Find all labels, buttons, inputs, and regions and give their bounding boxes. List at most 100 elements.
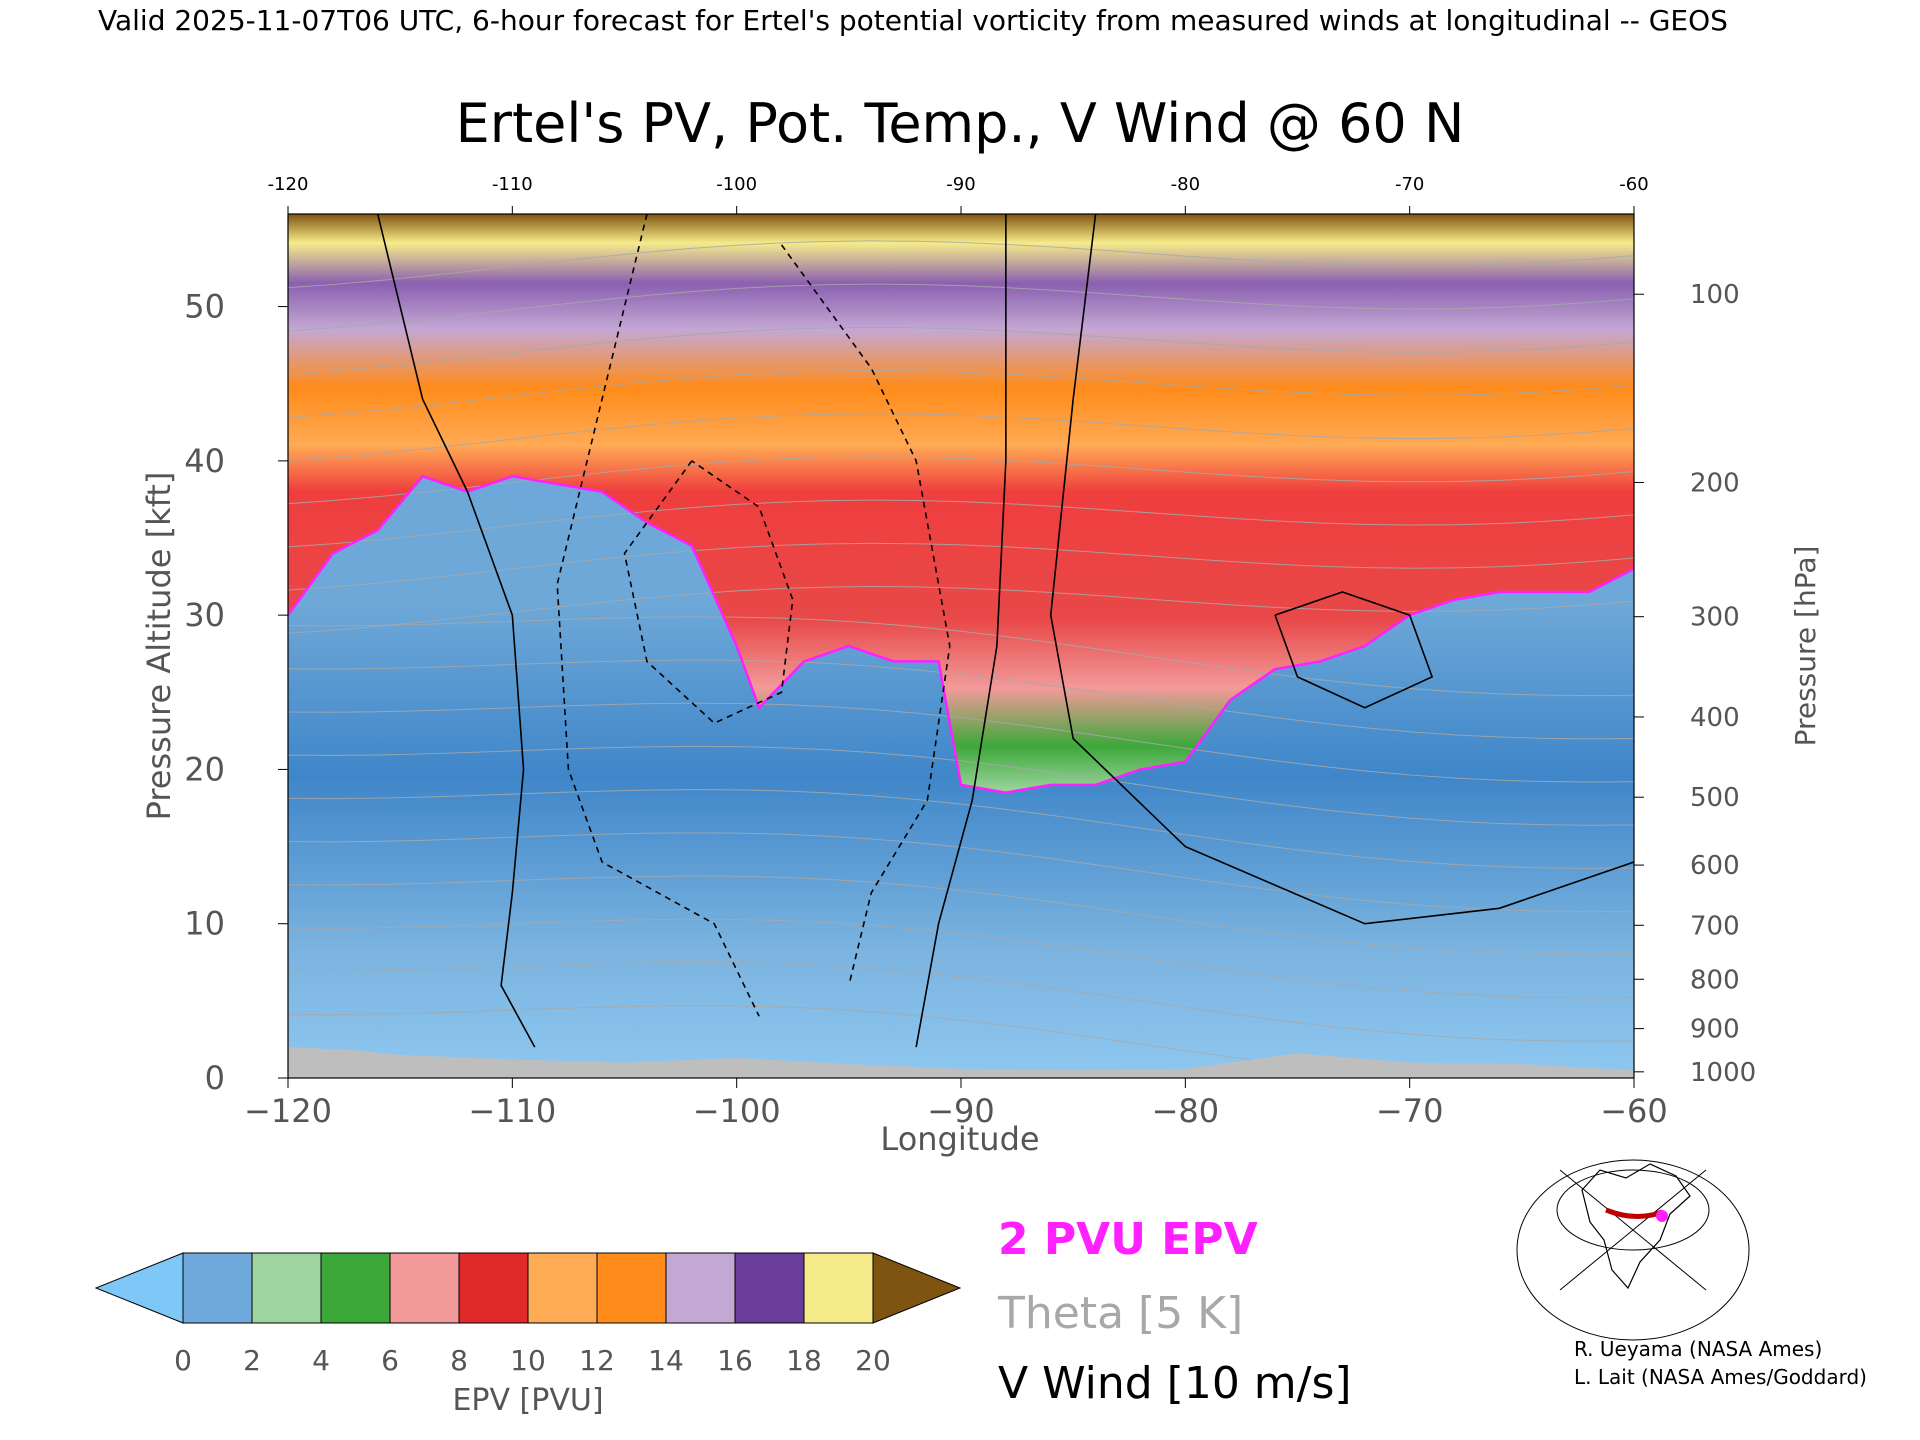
theta-line [288,413,1634,461]
y-tick-label: 30 [184,596,225,634]
v-wind-contours [376,214,1634,1048]
locator-map-frame [1536,1150,1730,1296]
theta-line [288,702,1634,783]
plot-area [288,214,1634,1078]
colorbar-label: EPV [PVU] [452,1383,603,1418]
colorbar-segment [389,1252,460,1324]
credit-line-1: R. Ueyama (NASA Ames) [1574,1337,1822,1361]
v-wind-contour [1274,591,1434,709]
x-tick-label: −110 [468,1092,556,1130]
colorbar-tick-label: 12 [579,1344,615,1377]
y-tick-label: 20 [184,750,225,788]
y-tick-label: 40 [184,442,225,480]
locator-map-globe [1516,1159,1750,1341]
theta-line [288,370,1634,418]
header-text: Valid 2025-11-07T06 UTC, 6-hour forecast… [98,4,1728,37]
pressure-tick-label: 500 [1690,783,1740,813]
colorbar-segment [458,1252,529,1324]
stratosphere-field [288,214,1634,793]
y-tick-label: 10 [184,905,225,943]
colorbar-segment [803,1252,874,1324]
colorbar: 0 2 4 6 8 10 12 14 16 18 20 [94,1252,962,1377]
locator-map [1516,1150,1750,1341]
theta-line [288,875,1634,956]
colorbar-segment [182,1252,253,1324]
colorbar-segment [251,1252,322,1324]
colorbar-under-arrow [94,1252,184,1324]
colorbar-tick-label: 10 [510,1344,546,1377]
colorbar-tick-label: 14 [648,1344,684,1377]
legend-theta: Theta [5 K] [997,1288,1243,1339]
pressure-tick-label: 1000 [1690,1058,1756,1088]
colorbar-tick-label: 20 [855,1344,891,1377]
top-x-tick-label: -70 [1395,174,1424,195]
locator-map-meridian-2 [1559,1169,1707,1291]
pressure-tick-label: 700 [1690,911,1740,941]
pressure-tick-label: 600 [1690,851,1740,881]
v-wind-contour-negative [623,460,794,725]
top-x-tick-label: -100 [716,174,757,195]
theta-line [288,586,1634,634]
x-tick-label: −80 [1152,1092,1220,1130]
colorbar-tick-label: 4 [312,1344,330,1377]
pressure-axis-label: Pressure [hPa] [1789,546,1822,747]
colorbar-tick-label: 2 [243,1344,261,1377]
x-tick-label: −60 [1600,1092,1668,1130]
x-tick-label: −70 [1376,1092,1444,1130]
v-wind-contour-negative [780,244,951,986]
theta-line [288,326,1634,375]
theta-line [288,456,1634,505]
v-wind-contour [915,214,1007,1048]
y-axis-label: Pressure Altitude [kft] [140,472,178,821]
top-x-tick-label: -60 [1619,174,1648,195]
v-wind-contour-negative [556,214,760,1017]
top-x-tick-label: -120 [268,174,309,195]
surface-terrain [288,1047,1634,1078]
theta-line [288,961,1634,1042]
theta-line [288,789,1634,869]
colorbar-tick-label: 6 [381,1344,399,1377]
colorbar-segment [596,1252,667,1324]
pressure-tick-label: 900 [1690,1015,1740,1045]
v-wind-contour [376,214,536,1048]
colorbar-tick-label: 8 [450,1344,468,1377]
colorbar-segment [665,1252,736,1324]
pressure-tick-label: 200 [1690,468,1740,498]
colorbar-segment [734,1252,805,1324]
two-pvu-contour [288,474,1634,794]
top-x-tick-label: -110 [492,174,533,195]
x-tick-label: −100 [693,1092,781,1130]
pressure-tick-label: 800 [1690,965,1740,995]
top-x-tick-label: -80 [1171,174,1200,195]
theta-line [288,918,1634,999]
v-wind-contour [1049,214,1634,925]
pressure-tick-label: 100 [1690,280,1740,310]
theta-line [288,283,1634,332]
colorbar-tick-label: 16 [717,1344,753,1377]
axes: −120 -120 −110 -110 −100 -100 −90 -90 −80 -80 −70 -… [184,174,1756,1130]
theta-line [288,542,1634,591]
pressure-tick-label: 400 [1690,703,1740,733]
colorbar-over-arrow [872,1252,962,1324]
pressure-tick-label: 300 [1690,603,1740,633]
theta-line [288,240,1634,289]
x-tick-label: −120 [244,1092,332,1130]
chart-title: Ertel's PV, Pot. Temp., V Wind @ 60 N [456,92,1465,155]
theta-line [288,745,1634,826]
theta-line [288,832,1634,913]
y-tick-label: 0 [205,1059,225,1097]
credit-line-2: L. Lait (NASA Ames/Goddard) [1574,1365,1867,1389]
locator-map-marker [1656,1210,1668,1222]
top-x-tick-label: -90 [946,174,975,195]
theta-line [288,659,1634,740]
legend-wind: V Wind [10 m/s] [998,1358,1352,1409]
theta-line [288,499,1634,548]
legend: 2 PVU EPV Theta [5 K] V Wind [10 m/s] [997,1214,1352,1409]
locator-map-latitude-ring [1556,1169,1710,1251]
legend-epv: 2 PVU EPV [998,1214,1258,1265]
colorbar-segment [320,1252,391,1324]
locator-map-coastline [1581,1163,1691,1290]
colorbar-tick-label: 18 [786,1344,822,1377]
x-tick-label: −90 [927,1092,995,1130]
